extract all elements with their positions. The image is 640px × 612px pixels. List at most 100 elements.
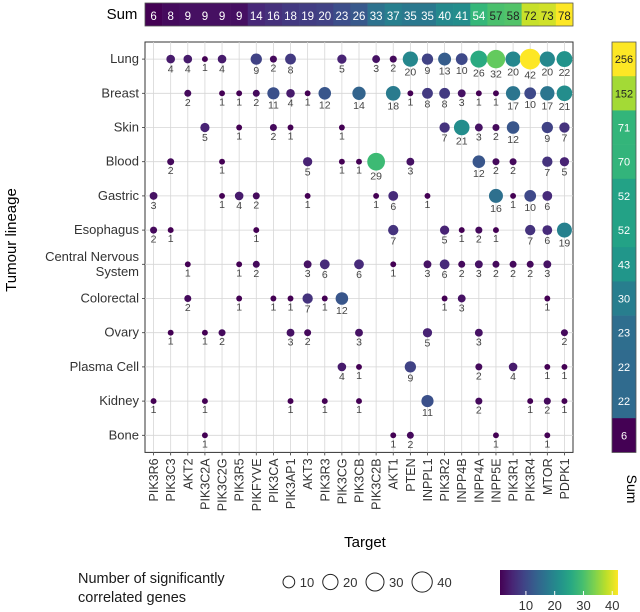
column-sum-value: 20 (318, 11, 331, 23)
bubble-count: 11 (422, 407, 433, 419)
target-label: PIK3CB (353, 458, 367, 502)
bubble (421, 53, 434, 65)
size-legend-label: 10 (300, 575, 314, 590)
bubble-count: 20 (541, 67, 553, 79)
bubble (492, 158, 500, 166)
bubble (219, 90, 225, 97)
bubble (149, 191, 158, 200)
bubble (287, 398, 294, 405)
bubble (250, 53, 262, 65)
bubble (252, 89, 260, 97)
bubble (561, 398, 568, 405)
bubble-count: 4 (510, 371, 516, 383)
bubble (201, 329, 208, 336)
bubble (388, 224, 399, 236)
size-legend-label: 20 (343, 575, 357, 590)
bubble-count: 1 (476, 96, 482, 108)
bubble-count: 1 (493, 438, 499, 450)
bubble-count: 1 (219, 96, 225, 108)
column-sum-cell (401, 3, 420, 26)
bubble (287, 295, 294, 302)
bubble (493, 432, 499, 439)
bubble (509, 158, 517, 166)
lineage-label: Skin (114, 120, 139, 135)
bubble-count: 3 (288, 337, 294, 349)
bubble (542, 190, 553, 201)
column-sum-value: 6 (150, 11, 156, 23)
bubble (506, 121, 520, 134)
bubble (543, 260, 552, 269)
column-sum-title: Sum (107, 6, 138, 23)
lineage-label-line: Esophagus (74, 222, 140, 237)
bubble-count: 2 (219, 336, 225, 348)
column-sum-value: 73 (541, 11, 554, 23)
bubble (236, 295, 243, 302)
bubble-count: 1 (493, 96, 499, 108)
row-sum-value: 23 (618, 328, 630, 340)
bubble (253, 227, 260, 234)
bubble (439, 87, 451, 99)
bubble (475, 226, 483, 234)
column-sum-value: 9 (219, 11, 225, 23)
bubble (385, 85, 401, 101)
bubble (270, 295, 277, 302)
bubble-count: 3 (407, 166, 413, 178)
row-sum-strip: 256 152 71 70 52 52 43 30 23 22 22 6 (611, 41, 637, 453)
bubble-count: 5 (339, 64, 345, 76)
column-sum-cell (247, 3, 266, 26)
column-sum-cell (179, 3, 197, 26)
bubble-count: 2 (527, 268, 533, 280)
bubble (304, 90, 311, 97)
bubble (390, 261, 397, 268)
bubble (184, 261, 191, 268)
bubble (406, 157, 415, 166)
bubble-count: 12 (336, 305, 348, 317)
bubble-count: 1 (459, 233, 465, 245)
row-sum-value: 52 (618, 191, 630, 203)
column-sum-value: 16 (267, 11, 280, 23)
bubble (150, 226, 158, 234)
bubble (406, 431, 414, 439)
bubble-count: 4 (339, 371, 345, 383)
bubble-count: 2 (459, 268, 465, 280)
row-sum-cell (612, 110, 636, 145)
bubble (404, 361, 417, 373)
bubble-count: 6 (390, 201, 396, 213)
row-sum-value: 52 (618, 225, 630, 237)
bubble-count: 2 (390, 63, 396, 75)
target-label: INPPL1 (421, 458, 435, 501)
column-sum-cell (196, 3, 214, 26)
bubble (355, 328, 363, 337)
color-legend-bar (500, 570, 618, 595)
row-sum-cell (612, 315, 636, 351)
bubble-count: 1 (544, 370, 550, 382)
lineage-label: Lung (110, 51, 139, 66)
bubble (304, 192, 311, 199)
bubble-count: 3 (476, 131, 482, 143)
bubble-count: 1 (425, 199, 431, 211)
lineage-label-line: System (96, 264, 139, 279)
bubble-count: 3 (459, 302, 465, 314)
bubble (402, 51, 418, 67)
lineage-label: Kidney (99, 393, 139, 408)
lineage-label-line: Blood (106, 154, 139, 169)
bubble (526, 260, 534, 268)
bubble-count: 1 (236, 131, 242, 143)
bubble (201, 432, 208, 439)
bubble (455, 53, 468, 65)
bubble-count: 6 (322, 269, 328, 281)
bubble-count: 1 (236, 302, 242, 314)
bubble (150, 398, 157, 405)
bubble (475, 90, 482, 97)
column-sum-cell (470, 3, 488, 26)
bubble (475, 397, 483, 405)
bubble-count: 2 (476, 234, 482, 246)
bubble-count: 16 (490, 203, 502, 215)
row-sum-value: 152 (615, 88, 633, 100)
lineage-label: Blood (106, 154, 139, 169)
bubble (321, 295, 328, 302)
bubble (388, 190, 399, 201)
row-sum-cell (612, 281, 636, 316)
bubble (457, 89, 466, 98)
lineage-label: Central Nervous System (45, 249, 139, 279)
